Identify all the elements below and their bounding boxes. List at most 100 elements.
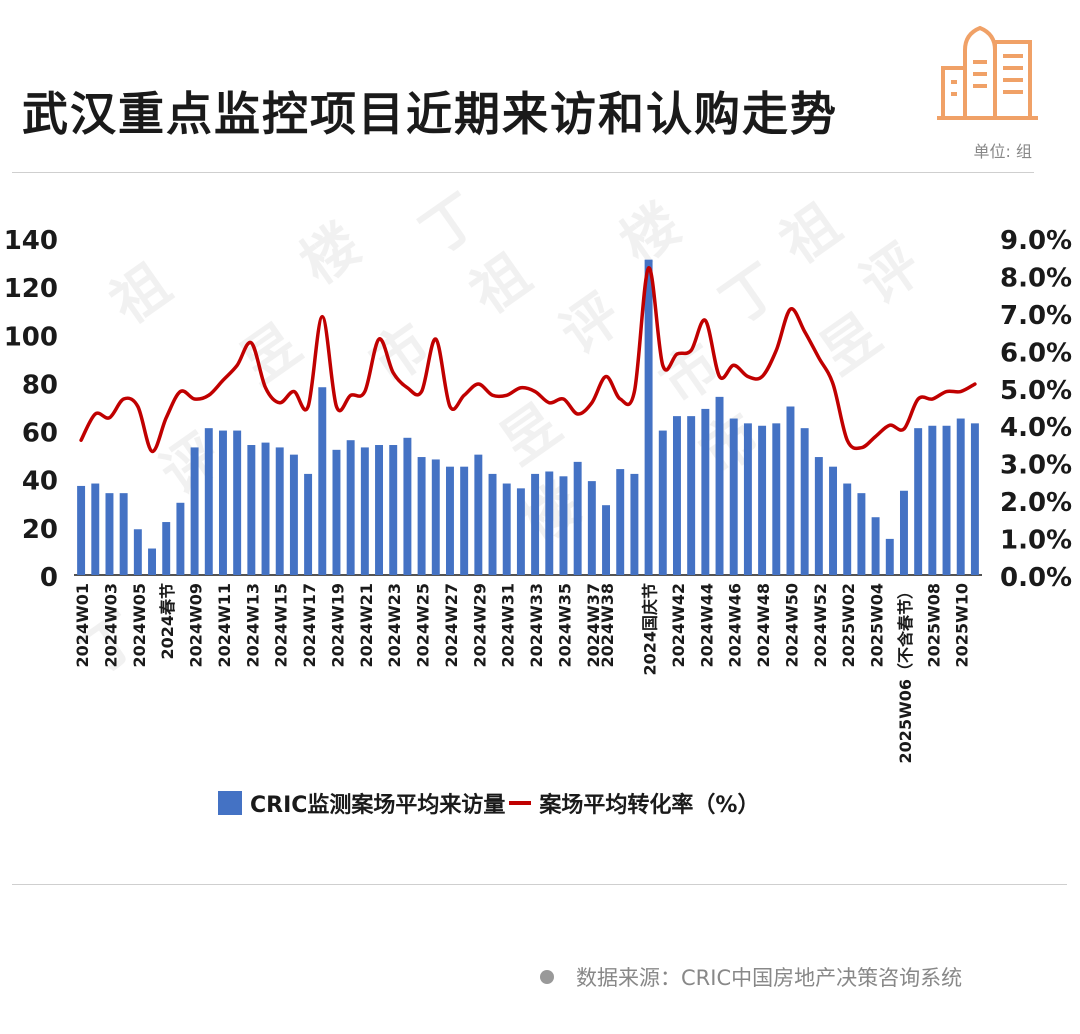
x-tick-label: 2024W19 (328, 583, 347, 667)
top-divider (12, 172, 1034, 173)
x-tick-label: 2024W50 (782, 583, 801, 667)
x-tick-label: 2024W13 (243, 583, 262, 667)
x-tick-label: 2024W01 (73, 583, 92, 667)
y-tick-label: 60 (22, 419, 58, 449)
bar (914, 428, 923, 575)
bar (602, 505, 611, 575)
data-source-text: 数据来源：CRIC中国房地产决策咨询系统 (576, 966, 963, 990)
bottom-divider (12, 884, 1067, 885)
unit-label: 单位: 组 (973, 142, 1032, 161)
y-tick-label: 20 (22, 515, 58, 545)
bar (105, 493, 114, 575)
bar (488, 473, 497, 575)
bar (701, 408, 710, 575)
bar (970, 423, 979, 575)
bar (616, 469, 625, 575)
bar (247, 445, 256, 575)
x-tick-label: 2024W52 (811, 583, 830, 667)
x-tick-label: 2024W05 (130, 583, 149, 667)
y2-tick-label: 8.0% (1000, 263, 1072, 293)
bar (318, 387, 327, 575)
x-tick-label: 2025W04 (868, 583, 887, 667)
y-tick-label: 100 (4, 322, 58, 352)
bar (829, 466, 838, 575)
bar (162, 522, 171, 575)
bar (474, 454, 483, 575)
bar (729, 418, 738, 575)
x-tick-label: 2024W33 (527, 583, 546, 667)
bar (545, 471, 554, 575)
bar (843, 483, 852, 575)
x-tick-label: 2024W23 (385, 583, 404, 667)
bar (516, 488, 525, 575)
bar (956, 418, 965, 575)
building-logo-icon (937, 25, 1038, 120)
bar (942, 425, 951, 575)
chart: 0 20 40 60 80 100 120 140 0.0% 1.0% 2.0% 3.0% 4.0% 5.… (4, 226, 1072, 763)
bar (275, 447, 284, 575)
bar (204, 428, 213, 575)
data-source: 数据来源：CRIC中国房地产决策咨询系统 (540, 962, 962, 992)
x-tick-label: 2024W15 (272, 583, 291, 667)
bar (928, 425, 937, 575)
bar (658, 430, 667, 575)
bar (786, 406, 795, 575)
bar (885, 538, 894, 575)
bar (559, 476, 568, 575)
x-tick-label: 2024国庆节 (641, 583, 660, 676)
y-tick-label: 140 (4, 226, 58, 256)
x-tick-label: 2025W08 (924, 583, 943, 667)
chart-legend: CRIC监测案场平均来访量 案场平均转化率（%） (218, 787, 759, 819)
bar (899, 490, 908, 575)
x-tick-label: 2025W06（不含春节） (896, 583, 915, 763)
y-tick-label: 0 (40, 563, 58, 593)
bar (743, 423, 752, 575)
bar (460, 466, 469, 575)
page-title: 武汉重点监控项目近期来访和认购走势 (22, 87, 838, 141)
legend-line-label: 案场平均转化率（%） (539, 793, 760, 818)
x-tick-label: 2024W38 (598, 583, 617, 667)
bar (871, 517, 880, 575)
bar (176, 502, 185, 575)
y2-tick-label: 1.0% (1000, 526, 1072, 556)
x-tick-label: 2025W02 (839, 583, 858, 667)
bar (375, 445, 384, 575)
bar (758, 425, 767, 575)
x-tick-label: 2025W10 (953, 583, 972, 667)
conversion-rate-line (79, 266, 977, 454)
bar (531, 473, 540, 575)
bullet-icon (540, 970, 554, 984)
bar (218, 430, 227, 575)
bar (715, 396, 724, 575)
y2-tick-label: 0.0% (1000, 563, 1072, 593)
y2-tick-label: 9.0% (1000, 226, 1072, 256)
y2-tick-label: 3.0% (1000, 451, 1072, 481)
bar (431, 459, 440, 575)
legend-bar-label: CRIC监测案场平均来访量 (250, 793, 506, 818)
legend-line-swatch (509, 801, 532, 805)
x-tick-label: 2024W21 (357, 583, 376, 667)
bar (304, 473, 313, 575)
bar (502, 483, 511, 575)
x-tick-label: 2024W42 (669, 583, 688, 667)
bar (630, 473, 639, 575)
x-tick-label: 2024W37 (584, 583, 603, 667)
bar (672, 416, 681, 575)
x-tick-label: 2024W46 (726, 583, 745, 667)
bar (190, 447, 199, 575)
bar (289, 454, 298, 575)
x-tick-label: 2024W11 (215, 583, 234, 667)
y-tick-label: 120 (4, 274, 58, 304)
bar (91, 483, 100, 575)
bar (233, 430, 242, 575)
y2-tick-label: 6.0% (1000, 338, 1072, 368)
x-tick-label: 2024W29 (470, 583, 489, 667)
x-tick-label: 2024W27 (442, 583, 461, 667)
bar (346, 440, 355, 575)
bar (133, 529, 142, 575)
bar (687, 416, 696, 575)
legend-bar-swatch (218, 791, 242, 815)
x-tick-label: 2024W31 (499, 583, 518, 667)
x-tick-label: 2024W17 (300, 583, 319, 667)
y2-tick-label: 5.0% (1000, 376, 1072, 406)
